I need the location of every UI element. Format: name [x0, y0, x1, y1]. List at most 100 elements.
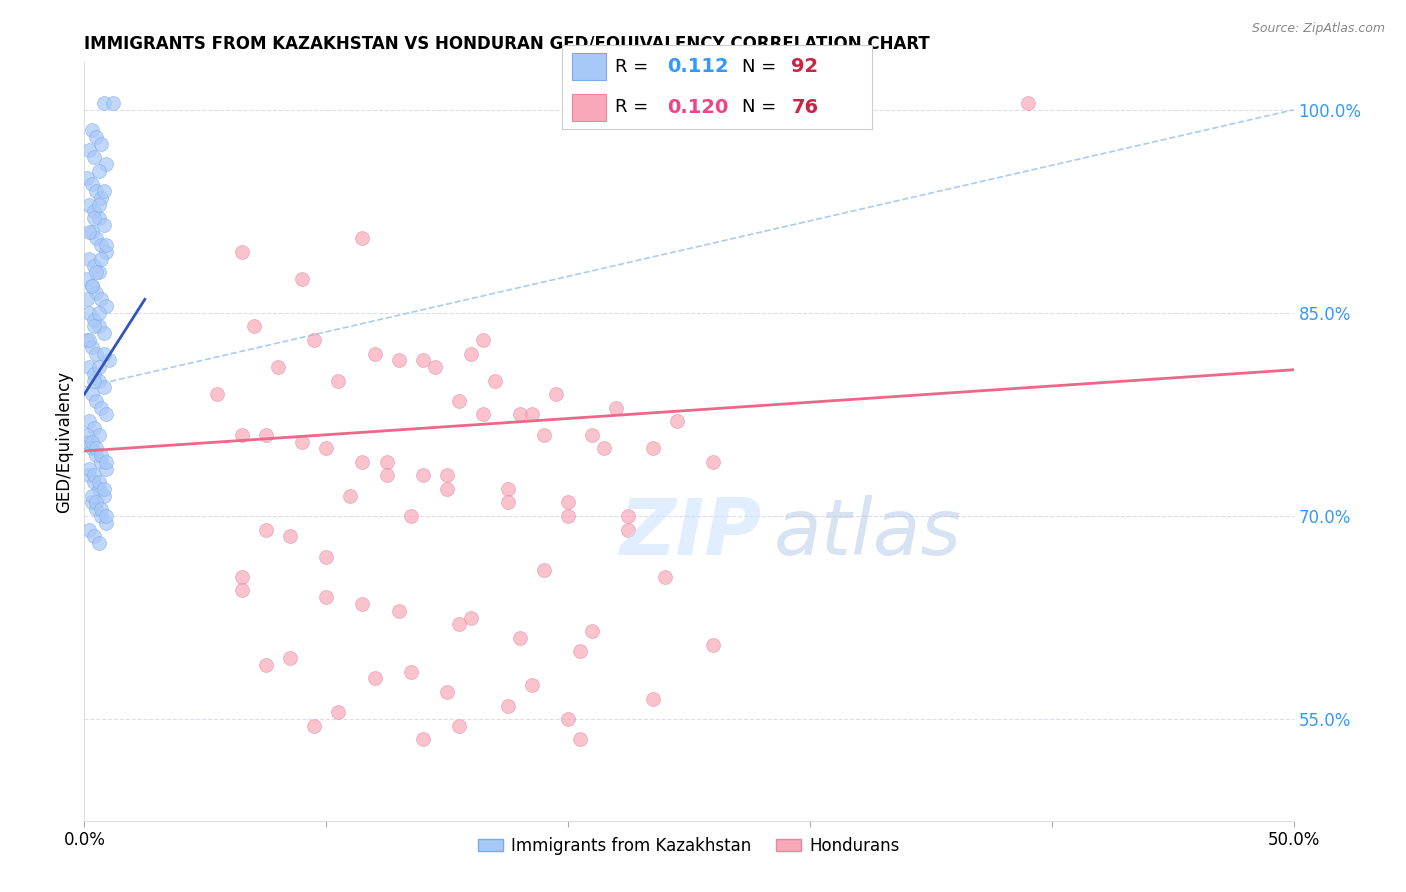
Point	[654, 570, 676, 584]
Point	[94, 516, 117, 530]
Point	[77, 468, 100, 483]
Legend: Immigrants from Kazakhstan, Hondurans: Immigrants from Kazakhstan, Hondurans	[471, 830, 907, 862]
Point	[94, 455, 117, 469]
Point	[80, 495, 103, 509]
Point	[363, 346, 385, 360]
Point	[77, 414, 100, 428]
Point	[83, 468, 105, 483]
Point	[1017, 96, 1039, 111]
Point	[254, 523, 277, 537]
Point	[231, 570, 253, 584]
Point	[231, 427, 253, 442]
Point	[87, 374, 110, 388]
Point	[76, 333, 98, 347]
Point	[86, 129, 108, 144]
Text: N =: N =	[742, 98, 782, 116]
Point	[76, 427, 98, 442]
Point	[254, 657, 277, 672]
Point	[80, 489, 103, 503]
Point	[83, 319, 105, 334]
Point	[231, 244, 253, 259]
Point	[87, 306, 110, 320]
Point	[77, 523, 100, 537]
Point	[76, 170, 98, 185]
Point	[80, 225, 103, 239]
Point	[412, 353, 434, 368]
Point	[86, 265, 108, 279]
Point	[388, 353, 411, 368]
Y-axis label: GED/Equivalency: GED/Equivalency	[55, 370, 73, 513]
Point	[242, 319, 264, 334]
Point	[94, 299, 117, 313]
Text: ZIP: ZIP	[619, 494, 762, 571]
Point	[302, 333, 325, 347]
Point	[90, 448, 112, 462]
Point	[83, 374, 105, 388]
Point	[533, 563, 555, 577]
Point	[449, 719, 471, 733]
Point	[423, 360, 446, 375]
Point	[87, 211, 110, 226]
Point	[80, 442, 103, 456]
Point	[509, 408, 531, 422]
Point	[509, 631, 531, 645]
Point	[557, 712, 579, 726]
Point	[86, 285, 108, 300]
Point	[90, 455, 112, 469]
Point	[83, 529, 105, 543]
Point	[472, 333, 495, 347]
Point	[90, 293, 112, 307]
Point	[449, 393, 471, 408]
Point	[339, 489, 361, 503]
Point	[83, 421, 105, 435]
Point	[702, 638, 724, 652]
Point	[90, 508, 112, 523]
Point	[641, 691, 664, 706]
Point	[352, 455, 374, 469]
Point	[93, 326, 115, 341]
Point	[83, 312, 105, 326]
Point	[291, 272, 314, 286]
Text: N =: N =	[742, 58, 782, 76]
Text: 76: 76	[792, 98, 818, 117]
Point	[94, 508, 117, 523]
Point	[302, 719, 325, 733]
Point	[90, 136, 112, 151]
Point	[328, 374, 350, 388]
Point	[557, 495, 579, 509]
Point	[449, 617, 471, 632]
Point	[593, 442, 616, 456]
Point	[87, 482, 110, 496]
Point	[375, 455, 398, 469]
Point	[76, 293, 98, 307]
Point	[94, 157, 117, 171]
Point	[520, 678, 543, 692]
Point	[231, 583, 253, 598]
Point	[520, 408, 543, 422]
Text: R =: R =	[614, 98, 654, 116]
Point	[87, 197, 110, 211]
Point	[77, 461, 100, 475]
Point	[254, 427, 277, 442]
Point	[581, 427, 603, 442]
Point	[93, 184, 115, 198]
Point	[93, 482, 115, 496]
Point	[460, 610, 482, 624]
Point	[665, 414, 688, 428]
Point	[90, 238, 112, 252]
Point	[412, 468, 434, 483]
Point	[94, 461, 117, 475]
Point	[76, 272, 98, 286]
Point	[267, 360, 290, 375]
Point	[77, 197, 100, 211]
Point	[80, 278, 103, 293]
Point	[83, 259, 105, 273]
Point	[93, 218, 115, 232]
Text: 0.120: 0.120	[668, 98, 728, 117]
Point	[90, 502, 112, 516]
Point	[87, 319, 110, 334]
Point	[569, 644, 592, 658]
Point	[77, 252, 100, 266]
Point	[605, 401, 627, 415]
Point	[544, 387, 567, 401]
